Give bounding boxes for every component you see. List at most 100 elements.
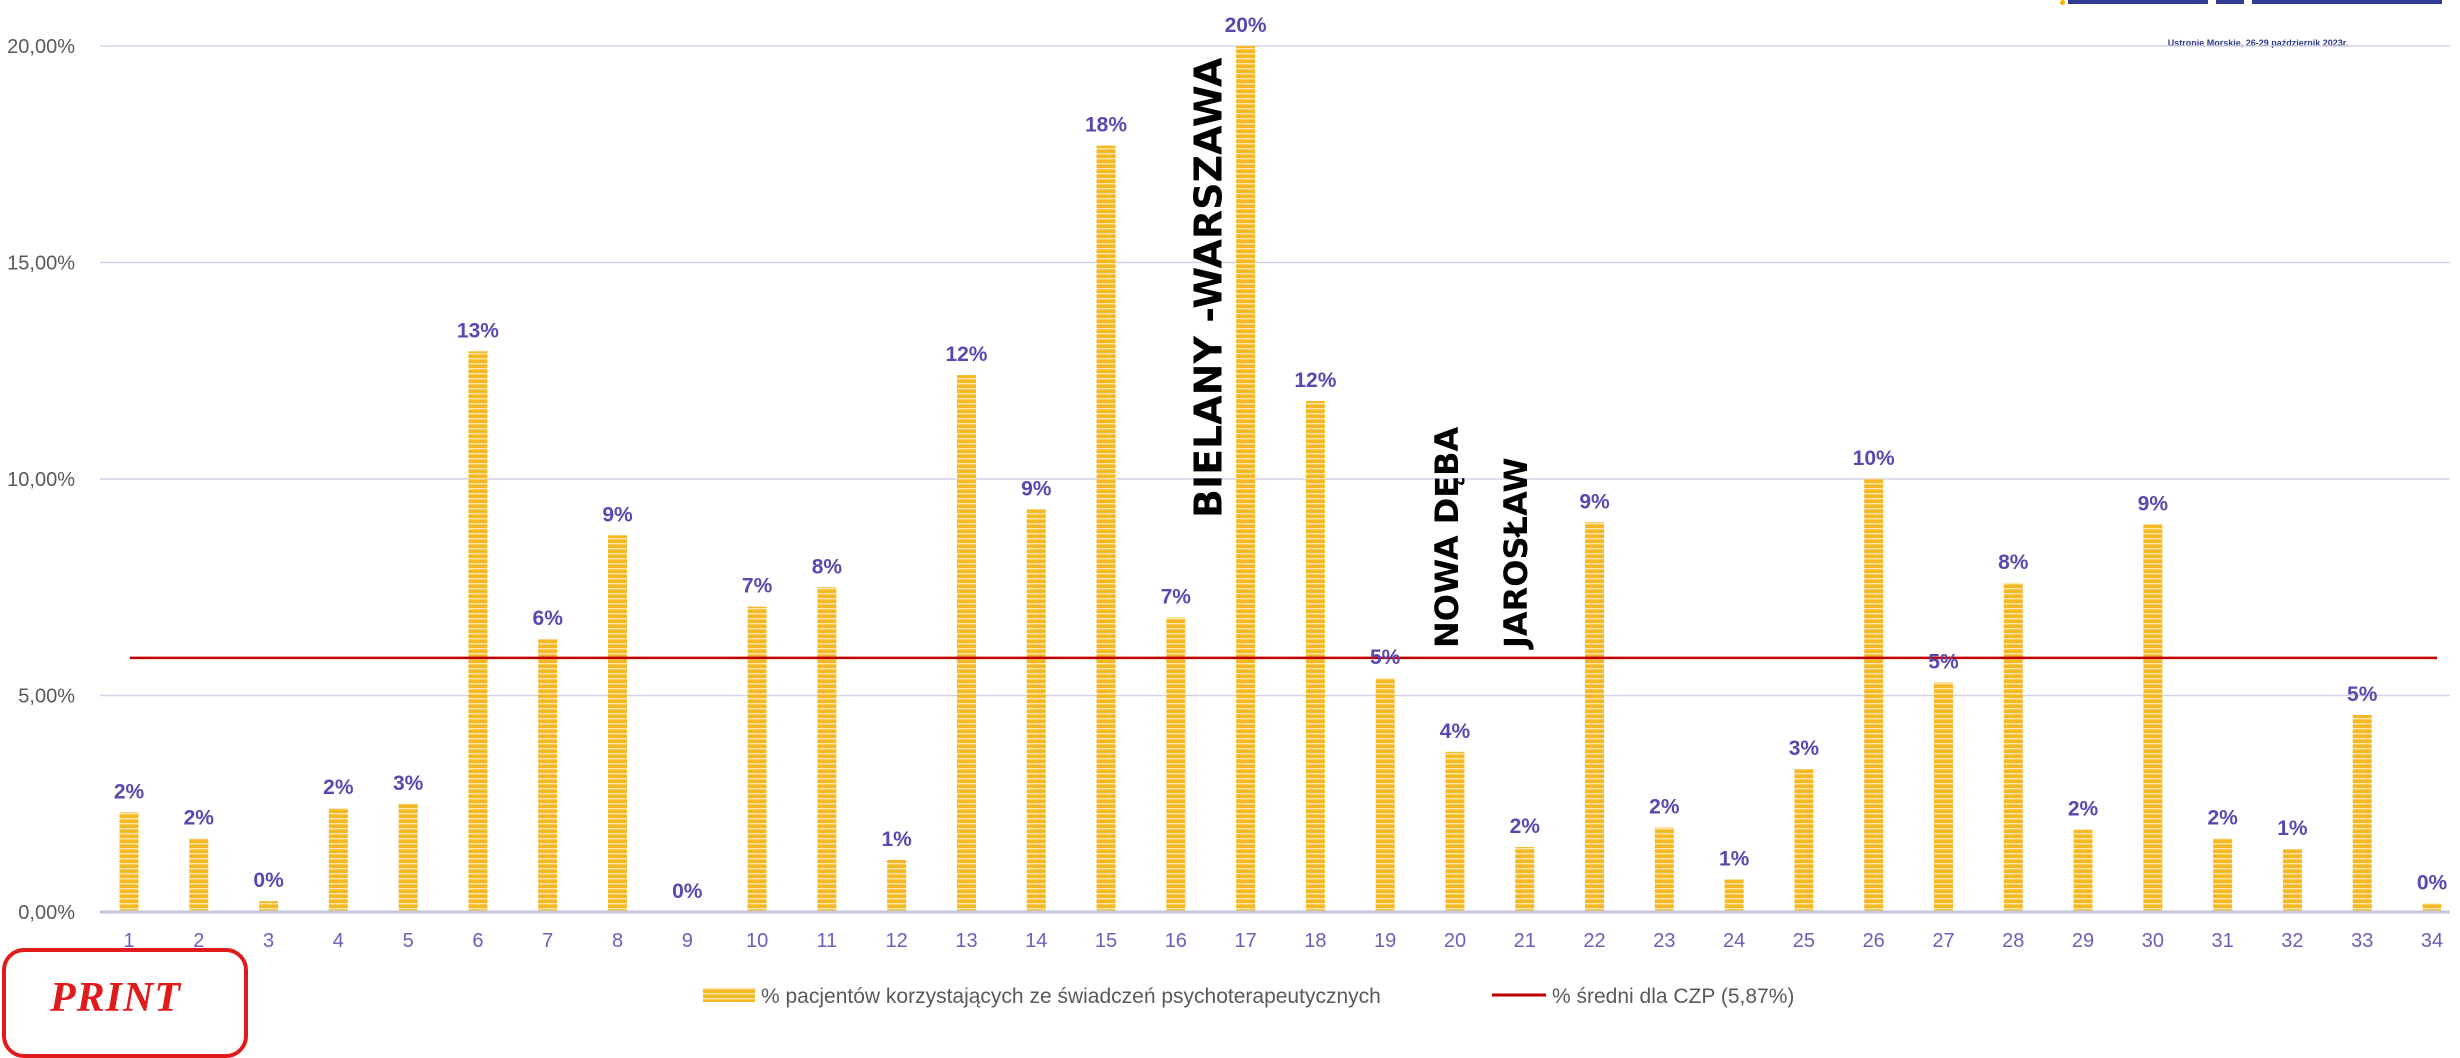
data-label: 0% <box>672 880 703 903</box>
x-tick-label: 23 <box>1653 930 1675 952</box>
x-tick-label: 32 <box>2281 930 2303 952</box>
x-tick-label: 25 <box>1793 930 1815 952</box>
x-tick-label: 28 <box>2002 930 2024 952</box>
annotation-label: JAROSŁAW <box>1497 457 1535 650</box>
annotation-label: BIELANY -WARSZAWA <box>1187 57 1231 518</box>
logo-bar <box>2068 0 2208 4</box>
bar <box>1585 522 1605 912</box>
x-tick-label: 26 <box>1863 930 1885 952</box>
y-tick-label: 0,00% <box>18 902 75 924</box>
bar <box>1864 479 1884 912</box>
data-label: 2% <box>323 776 354 799</box>
x-tick-label: 14 <box>1025 930 1047 952</box>
x-tick-label: 10 <box>746 930 768 952</box>
data-labels: 2% 2% 0% 2% 3% 13% 6% 9% 0% 7% 8% 1% 12% 9% 18% 7% 20% 12… <box>114 14 2448 903</box>
x-tick-label: 6 <box>472 930 483 952</box>
conference-caption: Ustronie Morskie, 26-29 październik 2023… <box>2167 38 2349 48</box>
bar <box>2422 903 2442 912</box>
bar <box>2213 838 2233 912</box>
data-label: 9% <box>1579 490 1610 513</box>
data-label: 4% <box>1440 720 1471 743</box>
x-tick-label: 4 <box>333 930 344 952</box>
x-tick-label: 21 <box>1514 930 1536 952</box>
y-tick-label: 5,00% <box>18 686 75 708</box>
x-tick-label: 29 <box>2072 930 2094 952</box>
bar <box>1026 509 1046 912</box>
x-tick-label: 5 <box>403 930 414 952</box>
data-label: 3% <box>1789 737 1820 760</box>
bar <box>2352 714 2372 912</box>
logo-bar <box>2252 0 2442 4</box>
x-tick-label: 16 <box>1165 930 1187 952</box>
x-tick-label: 33 <box>2351 930 2373 952</box>
x-tick-label: 27 <box>1932 930 1954 952</box>
bar <box>1236 46 1256 912</box>
data-label: 2% <box>1649 796 1680 819</box>
data-label: 12% <box>945 343 987 366</box>
bar <box>189 838 209 912</box>
x-tick-label: 34 <box>2421 930 2443 952</box>
print-stamp-text: PRINT <box>50 975 181 1021</box>
x-tick-label: 19 <box>1374 930 1396 952</box>
x-tick-label: 9 <box>682 930 693 952</box>
x-tick-label: 2 <box>193 930 204 952</box>
data-label: 1% <box>881 828 912 851</box>
bar <box>538 639 558 912</box>
data-label: 12% <box>1294 369 1336 392</box>
data-label: 2% <box>184 806 215 829</box>
bar <box>1375 678 1395 912</box>
legend-label-average: % średni dla CZP (5,87%) <box>1552 985 1794 1008</box>
y-tick-label: 10,00% <box>7 469 75 491</box>
y-tick-label: 15,00% <box>7 253 75 275</box>
x-tick-label: 31 <box>2212 930 2234 952</box>
x-tick-label: 11 <box>816 930 837 952</box>
y-tick-label: 20,00% <box>7 36 75 58</box>
data-label: 7% <box>742 575 773 598</box>
x-tick-label: 17 <box>1234 930 1256 952</box>
x-tick-label: 18 <box>1304 930 1326 952</box>
data-label: 1% <box>2277 817 2308 840</box>
data-label: 10% <box>1853 447 1895 470</box>
bar <box>1305 401 1325 912</box>
data-label: 5% <box>2347 683 2378 706</box>
x-tick-label: 20 <box>1444 930 1466 952</box>
data-label: 0% <box>253 869 284 892</box>
legend-swatch-bars <box>703 988 755 1002</box>
data-label: 2% <box>1510 815 1541 838</box>
bar <box>1096 145 1116 913</box>
data-label: 9% <box>602 503 633 526</box>
y-axis: 0,00% 5,00% 10,00% 15,00% 20,00% <box>7 36 75 924</box>
x-tick-label: 22 <box>1583 930 1605 952</box>
print-stamp: PRINT <box>2 948 248 1058</box>
x-tick-label: 8 <box>612 930 623 952</box>
bar <box>1445 751 1465 912</box>
bar <box>1166 617 1186 912</box>
bar <box>1794 769 1814 912</box>
bar <box>747 606 767 912</box>
x-tick-label: 30 <box>2142 930 2164 952</box>
bar <box>2003 582 2023 912</box>
data-label: 5% <box>1370 646 1401 669</box>
x-tick-label: 1 <box>123 930 134 952</box>
logo-dot <box>2060 0 2065 5</box>
conference-logo: Ustronie Morskie, 26-29 październik 2023… <box>2060 0 2448 60</box>
x-tick-label: 12 <box>886 930 908 952</box>
bar <box>608 535 628 912</box>
data-label: 8% <box>812 555 843 578</box>
x-tick-label: 3 <box>263 930 274 952</box>
logo-bar <box>2216 0 2244 4</box>
data-label: 9% <box>2138 492 2169 515</box>
bar <box>1724 879 1744 912</box>
x-axis: 1 2 3 4 5 6 7 8 9 10 11 12 13 14 15 16 17 18 19 20 21 22 23 24 2… <box>100 910 2450 952</box>
legend-label-bars: % pacjentów korzystających ze świadczeń … <box>761 985 1381 1008</box>
data-label: 7% <box>1161 586 1192 609</box>
data-label: 2% <box>2207 806 2238 829</box>
bar <box>259 901 279 912</box>
bar <box>2073 829 2093 912</box>
x-tick-label: 15 <box>1095 930 1117 952</box>
legend: % pacjentów korzystających ze świadczeń … <box>703 985 1794 1008</box>
data-label: 18% <box>1085 114 1127 137</box>
bars-group <box>119 46 2442 913</box>
gridlines <box>100 45 2450 697</box>
bar <box>2143 524 2163 912</box>
